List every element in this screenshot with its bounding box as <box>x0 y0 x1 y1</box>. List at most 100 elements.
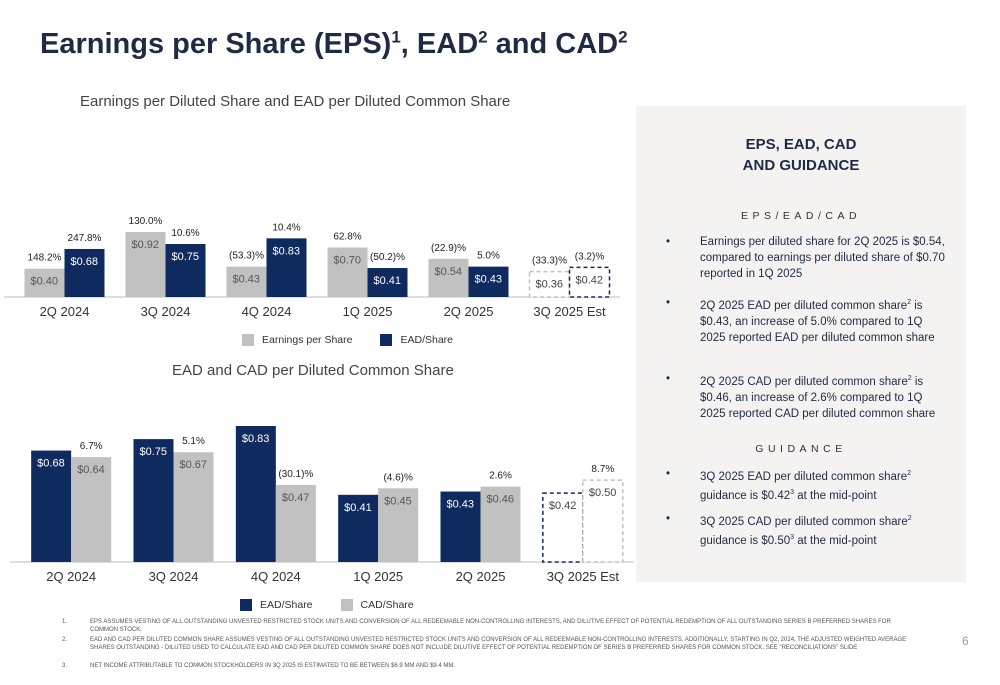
value-label-eps-3: $0.70 <box>334 255 362 267</box>
section-heading-eps: EPS/EAD/CAD <box>740 210 862 222</box>
chart2-legend: EAD/Share CAD/Share <box>240 599 414 611</box>
bar-eps-2 <box>226 266 267 297</box>
guidance-panel: EPS, EAD, CAD AND GUIDANCE EPS/EAD/CAD •… <box>636 106 966 582</box>
x-tick-label-3: 1Q 2025 <box>353 569 403 584</box>
bullet-cad: • 2Q 2025 CAD per diluted common share2 i… <box>666 373 936 420</box>
value-label-ead-4: $0.43 <box>447 499 475 511</box>
change-label-eps-5: (33.3)% <box>532 256 567 267</box>
eps-ead-chart: $0.40 148.2% $0.68 247.8% 2Q 2024 $0.92 130.0%… <box>4 216 620 319</box>
x-tick-label-4: 2Q 2025 <box>444 304 494 319</box>
value-label-ead-1: $0.75 <box>140 446 168 458</box>
bullet-cad-guidance: • 3Q 2025 CAD per diluted common share2 g… <box>666 513 912 547</box>
legend-item-ead: EAD/Share <box>380 334 453 346</box>
change-label-cad-0: 6.7% <box>80 441 103 452</box>
bar-eps-3 <box>327 247 368 297</box>
bar-ead-2 <box>266 238 307 297</box>
x-tick-label-1: 3Q 2024 <box>141 304 191 319</box>
change-label-cad-5: 8.7% <box>591 464 614 475</box>
change-label-eps-1: 130.0% <box>129 216 163 227</box>
change-label-ead-4: 5.0% <box>477 251 500 262</box>
value-label-ead-3: $0.41 <box>374 275 402 287</box>
value-label-ead-4: $0.43 <box>475 274 503 286</box>
chart1-legend: Earnings per Share EAD/Share <box>242 334 453 346</box>
bar-cad-0 <box>71 457 112 562</box>
bar-cad-1 <box>173 452 214 562</box>
change-label-eps-4: (22.9)% <box>431 243 466 254</box>
legend-swatch-eps <box>242 334 254 346</box>
change-label-ead-0: 247.8% <box>68 233 102 244</box>
value-label-ead-0: $0.68 <box>37 458 65 470</box>
value-label-ead-3: $0.41 <box>344 502 372 514</box>
x-tick-label-2: 4Q 2024 <box>242 304 292 319</box>
bar-cad-4 <box>480 486 521 562</box>
change-label-eps-0: 148.2% <box>28 253 62 264</box>
bar-ead-4 <box>468 266 509 297</box>
value-label-cad-2: $0.47 <box>282 492 310 504</box>
value-label-cad-5: $0.50 <box>589 487 617 499</box>
change-label-ead-1: 10.6% <box>171 228 199 239</box>
panel-title: EPS, EAD, CAD AND GUIDANCE <box>742 136 860 174</box>
legend-swatch-ead2 <box>240 599 252 611</box>
value-label-ead-1: $0.75 <box>172 251 200 263</box>
value-label-cad-1: $0.67 <box>180 459 208 471</box>
chart1-title: Earnings per Diluted Share and EAD per D… <box>80 93 511 110</box>
bar-ead-1 <box>165 244 206 297</box>
value-label-eps-0: $0.40 <box>31 276 59 288</box>
value-label-eps-4: $0.54 <box>435 266 463 278</box>
legend-item-cad: CAD/Share <box>340 599 414 611</box>
bar-ead-5 <box>542 492 584 563</box>
bar-cad-5 <box>582 479 624 563</box>
value-label-eps-1: $0.92 <box>132 239 160 251</box>
change-label-eps-2: (53.3)% <box>229 251 264 262</box>
footnote-2: 2. EAD and CAD per diluted common share a… <box>62 637 907 651</box>
x-tick-label-1: 3Q 2024 <box>149 569 199 584</box>
bar-eps-4 <box>428 258 469 297</box>
change-label-eps-3: 62.8% <box>333 232 361 243</box>
bullet-ead: • 2Q 2025 EAD per diluted common share2 i… <box>666 297 935 344</box>
change-label-cad-2: (30.1)% <box>278 469 313 480</box>
chart2-title: EAD and CAD per Diluted Common Share <box>172 362 454 379</box>
value-label-ead-2: $0.83 <box>273 245 301 257</box>
value-label-eps-2: $0.43 <box>233 274 261 286</box>
bar-ead-3 <box>338 494 379 562</box>
x-tick-label-0: 2Q 2024 <box>40 304 90 319</box>
x-tick-label-0: 2Q 2024 <box>46 569 96 584</box>
footnote-1: 1. EPS assumes vesting of all outstanding… <box>62 619 891 633</box>
bar-ead-0 <box>31 450 72 562</box>
value-label-ead-5: $0.42 <box>576 274 604 286</box>
value-label-ead-2: $0.83 <box>242 433 270 445</box>
legend-item-eps: Earnings per Share <box>242 334 352 346</box>
bar-eps-0 <box>24 268 65 297</box>
x-tick-label-2: 4Q 2024 <box>251 569 301 584</box>
bar-ead-3 <box>367 268 408 297</box>
value-label-eps-5: $0.36 <box>536 279 564 291</box>
bullet-ead-guidance: • 3Q 2025 EAD per diluted common share2 g… <box>666 468 912 502</box>
x-tick-label-5: 3Q 2025 Est <box>547 569 620 584</box>
value-label-cad-0: $0.64 <box>77 464 105 476</box>
bullet-eps: • Earnings per diluted share for 2Q 2025 … <box>666 236 945 280</box>
change-label-ead-2: 10.4% <box>272 222 300 233</box>
change-label-ead-3: (50.2)% <box>370 252 405 263</box>
bar-ead-4 <box>440 491 481 562</box>
bar-ead-1 <box>133 439 174 562</box>
bar-ead-5 <box>568 266 611 298</box>
value-label-cad-4: $0.46 <box>487 494 515 506</box>
bar-ead-2 <box>235 426 276 562</box>
bar-eps-1 <box>125 232 166 297</box>
value-label-ead-5: $0.42 <box>549 500 577 512</box>
x-tick-label-5: 3Q 2025 Est <box>533 304 606 319</box>
bar-eps-5 <box>528 270 571 298</box>
change-label-cad-1: 5.1% <box>182 436 205 447</box>
page-number: 6 <box>962 634 969 648</box>
change-label-cad-3: (4.6)% <box>383 472 413 483</box>
legend-swatch-ead <box>380 334 393 346</box>
section-heading-guidance: GUIDANCE <box>755 443 847 455</box>
bar-cad-3 <box>378 488 419 562</box>
footnote-3: 3. Net income attributable to common stoc… <box>62 663 456 669</box>
bar-ead-0 <box>64 248 105 297</box>
change-label-cad-4: 2.6% <box>489 471 512 482</box>
bar-cad-2 <box>275 484 316 562</box>
ead-cad-chart: $0.68 $0.64 6.7% 2Q 2024 $0.75 $0.67 5.1% 3Q 20… <box>10 426 634 584</box>
change-label-ead-5: (3.2)% <box>575 251 605 262</box>
value-label-ead-0: $0.68 <box>71 256 99 268</box>
